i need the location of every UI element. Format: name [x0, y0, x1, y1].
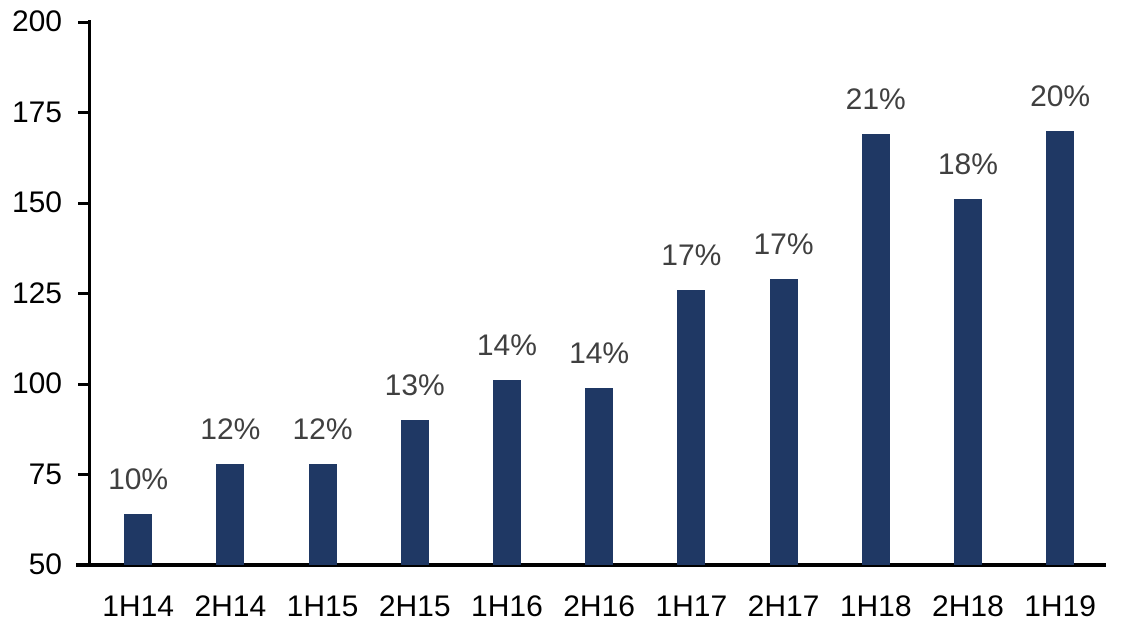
y-tick-label: 175 — [11, 95, 62, 129]
bar-2H15 — [400, 420, 429, 565]
y-tick-label: 75 — [28, 457, 62, 491]
x-tick-label: 2H18 — [932, 590, 1004, 623]
y-axis-tick — [78, 382, 90, 386]
bar-data-label: 14% — [569, 336, 630, 370]
y-axis-tick — [78, 292, 90, 295]
bar-1H14 — [124, 514, 153, 565]
bar-1H16 — [492, 380, 521, 565]
x-axis-baseline — [76, 563, 1106, 567]
bar-2H18 — [953, 199, 982, 565]
x-tick-label: 1H14 — [102, 590, 174, 623]
x-tick-label: 1H17 — [655, 590, 728, 623]
x-tick-label: 2H15 — [378, 590, 451, 623]
bar-data-label: 17% — [753, 228, 814, 262]
bar-data-label: 21% — [845, 83, 906, 117]
bar-data-label: 17% — [661, 238, 722, 272]
bar-data-label: 20% — [1030, 79, 1091, 113]
bar-2H16 — [585, 387, 614, 565]
bar-1H18 — [861, 134, 890, 565]
y-axis-tick — [78, 201, 90, 205]
y-axis-tick — [78, 473, 90, 476]
bar-data-label: 10% — [108, 463, 169, 497]
bar-2H17 — [769, 279, 798, 565]
x-tick-label: 1H16 — [471, 590, 543, 623]
y-tick-label: 50 — [28, 548, 62, 581]
y-tick-label: 100 — [11, 367, 62, 400]
bar-1H19 — [1046, 130, 1075, 565]
y-tick-label: 200 — [11, 5, 62, 38]
x-tick-label: 2H16 — [563, 590, 635, 623]
bar-2H14 — [216, 463, 245, 565]
bar-1H15 — [308, 463, 337, 565]
bar-data-label: 13% — [384, 369, 445, 403]
bar-data-label: 12% — [292, 412, 353, 446]
y-tick-label: 125 — [11, 276, 62, 310]
bar-1H17 — [677, 289, 706, 565]
bar-data-label: 12% — [200, 412, 261, 446]
x-tick-label: 1H18 — [839, 590, 912, 623]
bar-data-label: 18% — [937, 148, 998, 182]
x-tick-label: 2H14 — [194, 590, 267, 623]
y-tick-label: 150 — [11, 186, 62, 219]
x-tick-label: 1H19 — [1024, 590, 1096, 623]
x-tick-label: 2H17 — [747, 590, 820, 623]
bar-data-label: 14% — [476, 329, 537, 363]
x-tick-label: 1H15 — [286, 590, 359, 623]
y-axis-tick — [78, 20, 90, 24]
y-axis-tick — [78, 563, 90, 567]
y-axis-tick — [78, 111, 90, 114]
